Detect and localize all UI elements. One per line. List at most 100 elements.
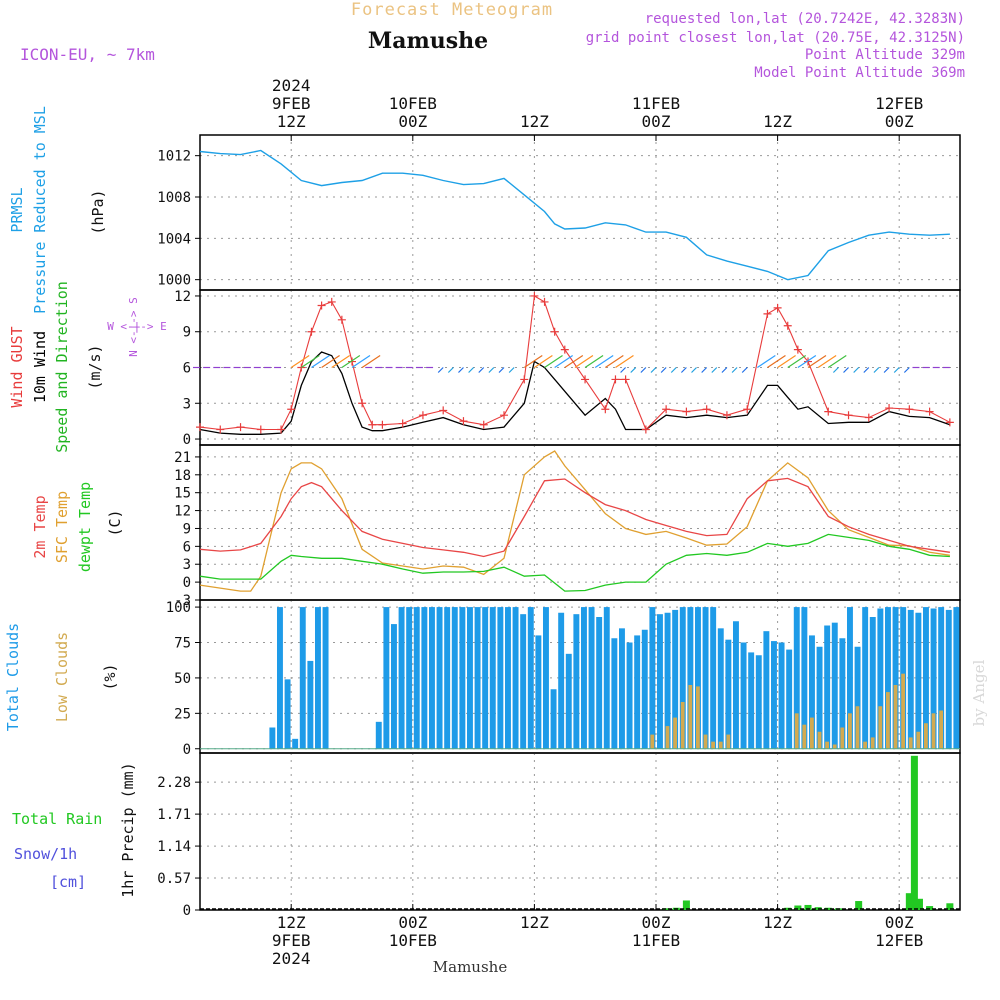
gust-marker <box>864 413 873 422</box>
gust-marker <box>601 405 610 414</box>
wind-direction-arrow <box>534 355 553 368</box>
low-cloud-bar <box>802 724 807 749</box>
top-time-label: 00Z <box>642 112 671 131</box>
top-time-label: 11FEB <box>632 94 680 113</box>
y-tick-label: 1008 <box>157 190 191 206</box>
low-cloud-bar <box>696 686 700 749</box>
gust-marker <box>348 357 356 366</box>
precip-bar <box>682 900 690 910</box>
low-cloud-bar <box>817 731 822 749</box>
total-cloud-bar <box>520 614 527 749</box>
precip-bar <box>926 906 934 910</box>
total-cloud-bar <box>588 607 595 749</box>
credit-watermark: by Angel <box>970 659 988 726</box>
precip-bar <box>804 904 812 910</box>
dewpt-line <box>199 533 950 592</box>
low-cloud-bar <box>688 685 693 749</box>
gust-marker <box>418 411 427 420</box>
precip-bar <box>946 903 954 910</box>
low-cloud-bar <box>924 723 928 749</box>
total-cloud-bar <box>816 646 823 749</box>
cloud-ylabel-unit: (%) <box>101 663 119 690</box>
top-time-label: 12Z <box>763 112 792 131</box>
wind-direction-arrow <box>508 367 515 373</box>
cloud-ylabel-low: Low Clouds <box>53 632 71 722</box>
precip-bar <box>794 905 802 910</box>
total-cloud-bar <box>695 607 701 749</box>
total-cloud-bar <box>512 607 519 749</box>
total-cloud-bar <box>421 607 428 749</box>
precip-bar <box>915 898 923 910</box>
total-cloud-bar <box>299 607 306 749</box>
wind-direction-arrow <box>584 355 604 368</box>
low-cloud-bar <box>840 727 845 749</box>
gust-marker <box>702 405 711 414</box>
total-cloud-bar <box>292 738 299 749</box>
gust-marker <box>358 399 367 408</box>
total-cloud-bar <box>710 607 717 749</box>
gust-marker <box>824 407 833 416</box>
total-cloud-bar <box>626 642 633 749</box>
low-cloud-bar <box>863 741 867 749</box>
gust-marker <box>662 405 671 414</box>
precip-bar <box>905 893 913 910</box>
low-cloud-bar <box>931 713 936 749</box>
gust-marker <box>216 425 225 434</box>
low-cloud-bar <box>855 706 860 749</box>
panels-group: 1000100410081012036912-30369121518210255… <box>4 106 961 919</box>
low-cloud-bar <box>886 692 890 749</box>
gust-marker <box>560 345 569 354</box>
temp-ylabel-dewpt: dewpt Temp <box>76 482 94 572</box>
gust-marker <box>773 303 782 312</box>
total-cloud-bar <box>763 631 770 749</box>
pressure-ylabel-unit: (hPa) <box>89 189 107 234</box>
total-cloud-bar <box>793 607 800 749</box>
total-cloud-bar <box>649 607 656 749</box>
low-cloud-bar <box>650 734 655 749</box>
precip-bar <box>910 755 918 910</box>
gust-marker <box>479 420 488 429</box>
total-cloud-bar <box>634 635 641 749</box>
total-cloud-bar <box>406 607 413 749</box>
low-cloud-bar <box>703 734 708 749</box>
y-tick-label: 18 <box>174 468 191 484</box>
bottom-time-label: 12Z <box>277 913 306 932</box>
bottom-time-label: 12Z <box>520 913 549 932</box>
gust-marker <box>641 425 650 434</box>
gust-marker <box>793 345 802 354</box>
total-cloud-bar <box>398 607 405 749</box>
total-cloud-bar <box>413 607 420 749</box>
total-cloud-bar <box>847 607 853 749</box>
bottom-time-label: 00Z <box>885 913 914 932</box>
wind-direction-arrow <box>691 367 697 373</box>
total-cloud-bar <box>489 607 496 749</box>
precip-label-snow-unit: [cm] <box>50 873 86 891</box>
total-cloud-bar <box>429 607 435 749</box>
temp-ylabel-sfc: SFC Temp <box>53 491 71 563</box>
total-cloud-bar <box>885 607 891 749</box>
panel-frame <box>199 599 961 754</box>
gust-marker <box>196 423 204 432</box>
wind-direction-arrow <box>331 355 351 368</box>
total-cloud-bar <box>801 607 808 749</box>
precip-label-snow: Snow/1h <box>14 845 77 863</box>
total-cloud-bar <box>307 660 314 749</box>
total-cloud-bar <box>733 621 739 749</box>
pressure-line <box>199 149 950 281</box>
y-tick-label: 12 <box>174 504 191 520</box>
wind-direction-arrow <box>594 355 614 368</box>
y-tick-label: 6 <box>183 539 191 555</box>
total-cloud-bar <box>923 607 929 749</box>
wind-direction-arrow <box>447 367 454 373</box>
y-tick-label: 1.14 <box>157 839 191 855</box>
low-cloud-bar <box>825 741 829 749</box>
wind-direction-arrow <box>341 355 361 368</box>
bottom-time-label: 2024 <box>272 949 311 968</box>
wind-direction-arrow <box>311 355 330 368</box>
wind-direction-arrow <box>437 367 444 373</box>
total-cloud-bar <box>459 607 466 749</box>
total-cloud-bar <box>596 617 603 749</box>
total-cloud-bar <box>725 639 732 749</box>
total-cloud-bar <box>269 727 276 749</box>
total-cloud-bar <box>786 649 793 749</box>
